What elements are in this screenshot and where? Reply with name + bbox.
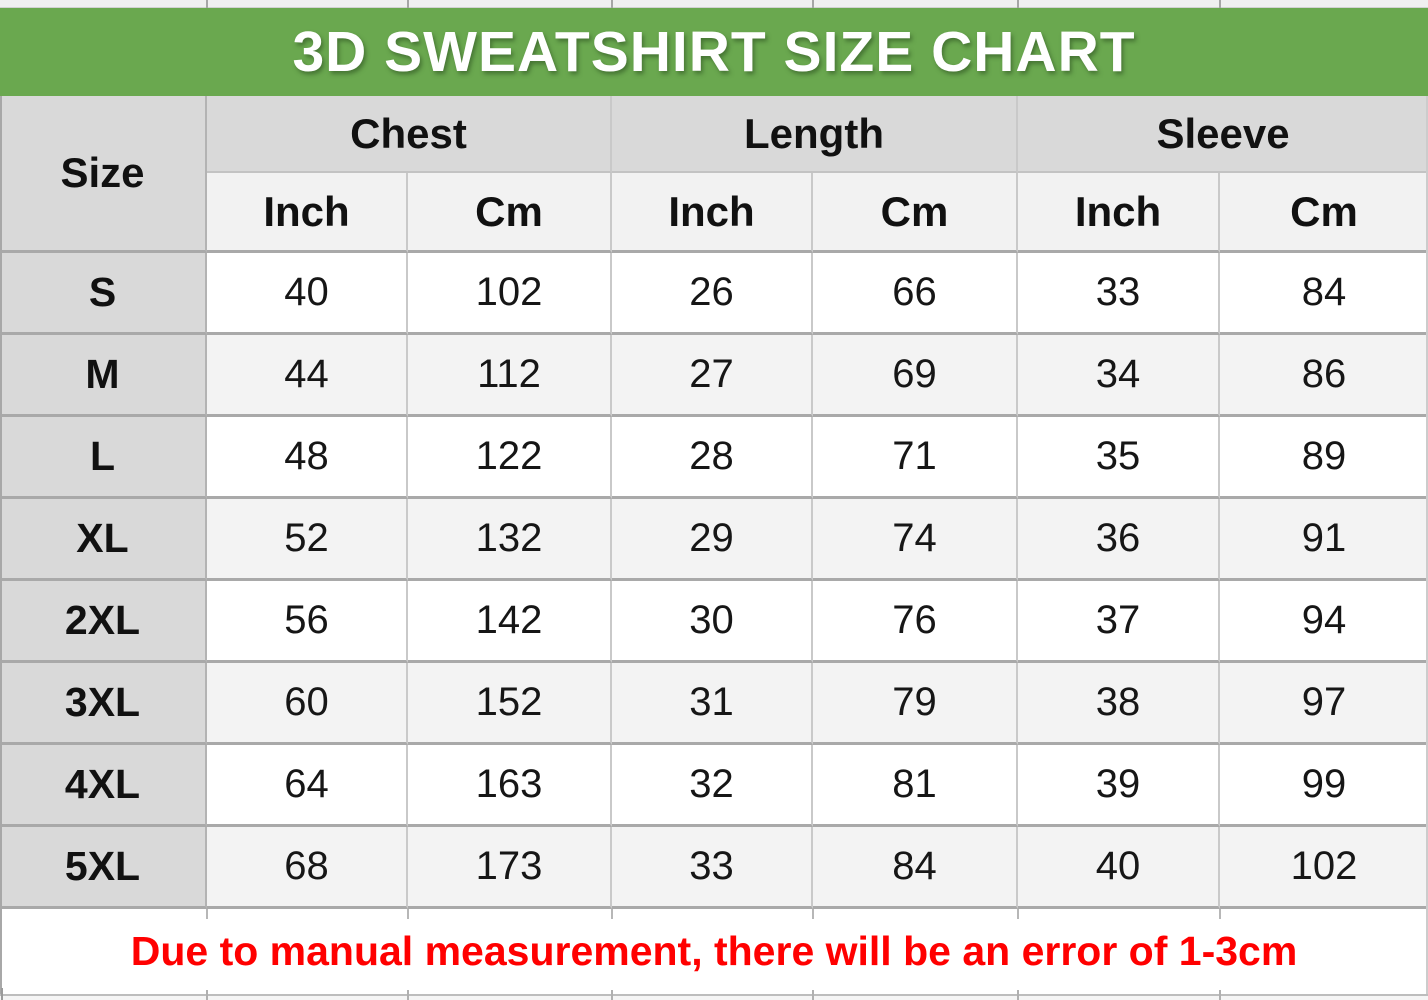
cell-value: 173: [408, 827, 612, 909]
cell-value: 52: [207, 499, 408, 581]
group-header-sleeve: Sleeve: [1018, 96, 1428, 173]
unit-header: Cm: [1220, 173, 1428, 253]
grid-tick: [1017, 909, 1019, 919]
size-table: Size Chest Length Sleeve Inch Cm Inch Cm Inc…: [0, 96, 1428, 909]
cell-value: 99: [1220, 745, 1428, 827]
cell-value: 112: [408, 335, 612, 417]
cell-value: 27: [612, 335, 813, 417]
title-banner: 3D SWEATSHIRT SIZE CHART: [0, 8, 1428, 96]
grid-tick: [407, 0, 409, 8]
row-size-label: 5XL: [0, 827, 207, 909]
cell-value: 163: [408, 745, 612, 827]
cell-value: 86: [1220, 335, 1428, 417]
table-right-border: [1426, 96, 1428, 994]
row-size-label: L: [0, 417, 207, 499]
cell-value: 102: [1220, 827, 1428, 909]
unit-header: Cm: [813, 173, 1018, 253]
cell-value: 40: [1018, 827, 1220, 909]
cell-value: 76: [813, 581, 1018, 663]
grid-tick: [1017, 0, 1019, 8]
cell-value: 48: [207, 417, 408, 499]
grid-tick: [1219, 0, 1221, 8]
cell-value: 35: [1018, 417, 1220, 499]
cell-value: 74: [813, 499, 1018, 581]
cell-value: 40: [207, 253, 408, 335]
cell-value: 66: [813, 253, 1018, 335]
grid-tick: [611, 909, 613, 919]
cell-value: 79: [813, 663, 1018, 745]
page-title: 3D SWEATSHIRT SIZE CHART: [292, 20, 1136, 84]
grid-tick: [611, 0, 613, 8]
sheet-strip-top: [0, 0, 1428, 8]
grid-tick: [1219, 909, 1221, 919]
cell-value: 91: [1220, 499, 1428, 581]
cell-value: 122: [408, 417, 612, 499]
cell-value: 64: [207, 745, 408, 827]
row-size-label: 4XL: [0, 745, 207, 827]
cell-value: 132: [408, 499, 612, 581]
measurement-note-row: Due to manual measurement, there will be…: [2, 909, 1426, 994]
row-size-label: XL: [0, 499, 207, 581]
cell-value: 152: [408, 663, 612, 745]
group-header-length: Length: [612, 96, 1018, 173]
sheet-strip-bottom: [0, 996, 1428, 1000]
cell-value: 33: [612, 827, 813, 909]
unit-header: Inch: [612, 173, 813, 253]
unit-header: Inch: [207, 173, 408, 253]
cell-value: 94: [1220, 581, 1428, 663]
cell-value: 71: [813, 417, 1018, 499]
cell-value: 89: [1220, 417, 1428, 499]
cell-value: 36: [1018, 499, 1220, 581]
cell-value: 84: [813, 827, 1018, 909]
row-size-label: S: [0, 253, 207, 335]
cell-value: 32: [612, 745, 813, 827]
cell-value: 38: [1018, 663, 1220, 745]
grid-tick: [407, 909, 409, 919]
grid-tick: [812, 990, 814, 1000]
sheet-bottom-gridline: [0, 994, 1428, 996]
row-size-label: 2XL: [0, 581, 207, 663]
grid-tick: [812, 909, 814, 919]
cell-value: 34: [1018, 335, 1220, 417]
grid-tick: [206, 909, 208, 919]
cell-value: 44: [207, 335, 408, 417]
grid-tick: [1017, 990, 1019, 1000]
grid-tick: [407, 990, 409, 1000]
row-size-label: 3XL: [0, 663, 207, 745]
cell-value: 37: [1018, 581, 1220, 663]
cell-value: 56: [207, 581, 408, 663]
grid-tick: [812, 0, 814, 8]
cell-value: 39: [1018, 745, 1220, 827]
cell-value: 26: [612, 253, 813, 335]
cell-value: 68: [207, 827, 408, 909]
cell-value: 31: [612, 663, 813, 745]
table-left-border: [0, 96, 2, 994]
measurement-note: Due to manual measurement, there will be…: [130, 928, 1298, 974]
cell-value: 102: [408, 253, 612, 335]
group-header-chest: Chest: [207, 96, 612, 173]
grid-tick: [1219, 990, 1221, 1000]
cell-value: 60: [207, 663, 408, 745]
cell-value: 97: [1220, 663, 1428, 745]
row-size-label: M: [0, 335, 207, 417]
cell-value: 81: [813, 745, 1018, 827]
size-column-header: Size: [0, 96, 207, 253]
cell-value: 142: [408, 581, 612, 663]
cell-value: 28: [612, 417, 813, 499]
grid-tick: [1, 988, 3, 1000]
cell-value: 29: [612, 499, 813, 581]
unit-header: Inch: [1018, 173, 1220, 253]
cell-value: 33: [1018, 253, 1220, 335]
grid-tick: [611, 990, 613, 1000]
unit-header: Cm: [408, 173, 612, 253]
grid-tick: [206, 990, 208, 1000]
cell-value: 30: [612, 581, 813, 663]
grid-tick: [206, 0, 208, 8]
cell-value: 69: [813, 335, 1018, 417]
cell-value: 84: [1220, 253, 1428, 335]
